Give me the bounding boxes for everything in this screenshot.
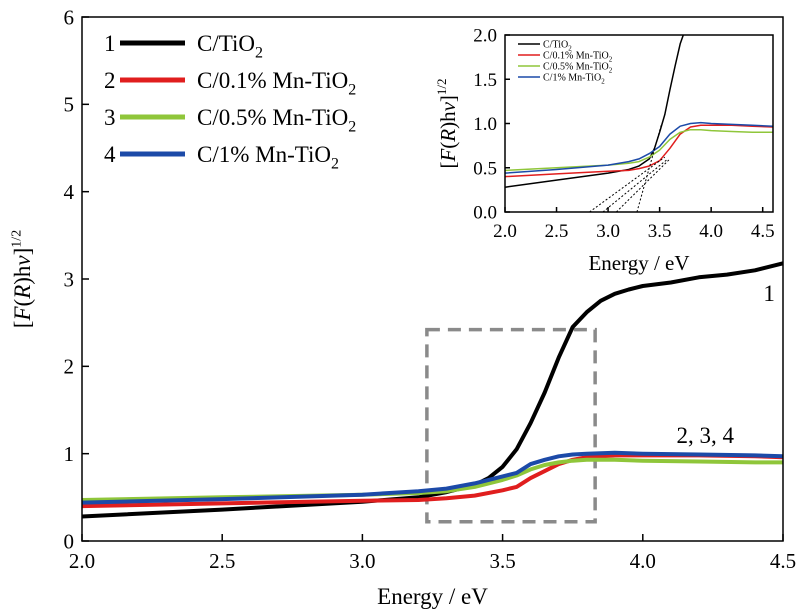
legend-index: 1 [104,31,116,56]
legend-item-2: 2 C/0.1% Mn-TiO2 [104,68,356,98]
x-tick-label: 2.0 [493,221,517,242]
legend-item-1: 1 C/TiO2 [104,31,263,61]
legend-index: 3 [104,105,116,130]
x-tick-label: 3.5 [489,549,515,573]
tangent-line-1 [589,156,666,213]
x-tick-label: 4.5 [751,221,775,242]
curve-annotation: 1 [763,281,775,306]
main-legend: 1 C/TiO2 2 C/0.1% Mn-TiO2 3 C/0.5% Mn-TiO2 4 C/… [104,31,356,172]
tangent-line-4 [636,123,663,213]
x-tick-label: 4.0 [630,549,656,573]
zoom-box [425,327,597,524]
inset-legend-label: C/1% Mn-TiO2 [543,73,605,86]
y-tick-label: 5 [64,93,75,117]
inset-legend-item-3: C/0.5% Mn-TiO2 [518,62,613,75]
y-tick-label: 1.0 [473,114,497,135]
series-line-1 [81,261,784,519]
legend-index: 2 [104,68,116,93]
y-axis-title: [F(R)hν]1/2 [434,78,460,168]
x-tick-label: 3.0 [596,221,620,242]
inset-legend-item-2: C/0.1% Mn-TiO2 [518,51,613,64]
x-tick-label: 4.5 [770,549,796,573]
inset-legend-label: C/0.1% Mn-TiO2 [543,51,613,64]
inset-legend-item-4: C/1% Mn-TiO2 [518,73,605,86]
tangent-line-3 [615,158,671,213]
x-tick-label: 2.5 [209,549,235,573]
y-axis-title: [F(R)hν]1/2 [9,230,35,328]
series-line-1 [504,34,685,188]
y-tick-label: 3 [64,267,75,291]
legend-label: C/0.5% Mn-TiO2 [197,105,356,135]
y-tick-label: 6 [64,5,75,29]
x-tick-label: 3.0 [349,549,375,573]
series-line-4 [504,121,774,174]
inset-legend-label: C/TiO2 [543,40,572,53]
curve-annotation: 2, 3, 4 [676,423,734,448]
legend-label: C/0.1% Mn-TiO2 [197,68,356,98]
inset-legend-item-1: C/TiO2 [518,40,572,53]
y-tick-label: 1 [64,442,75,466]
y-tick-label: 2.0 [473,26,497,47]
y-tick-label: 0.5 [473,158,497,179]
y-tick-label: 0 [64,529,75,553]
series-line-2 [504,124,774,178]
legend-item-4: 4 C/1% Mn-TiO2 [104,142,339,172]
main-chart: 2.0 2.5 3.0 3.5 4.0 4.5 0 1 2 3 4 5 6 Energy / eV [F(R… [9,5,796,609]
y-tick-label: 1.5 [473,70,497,91]
x-tick-label: 4.0 [699,221,723,242]
legend-label: C/1% Mn-TiO2 [197,142,339,172]
tangent-line-2 [602,158,669,213]
series-line-3 [81,457,783,502]
y-tick-label: 2 [64,355,75,379]
legend-label: C/TiO2 [197,31,263,61]
legend-index: 4 [104,142,116,167]
x-axis-title: Energy / eV [377,584,488,609]
y-tick-label: 0.0 [473,203,497,224]
inset-legend-label: C/0.5% Mn-TiO2 [543,62,613,75]
x-tick-label: 3.5 [648,221,672,242]
y-tick-label: 4 [64,180,75,204]
legend-item-3: 3 C/0.5% Mn-TiO2 [104,105,356,135]
x-axis-title: Energy / eV [588,251,689,275]
x-tick-label: 2.0 [69,549,95,573]
series-line-4 [81,450,784,505]
x-tick-label: 2.5 [545,221,569,242]
inset-chart: 2.0 2.5 3.0 3.5 4.0 4.5 0.0 0.5 1.0 1.5 2.0 Energy … [434,26,774,275]
